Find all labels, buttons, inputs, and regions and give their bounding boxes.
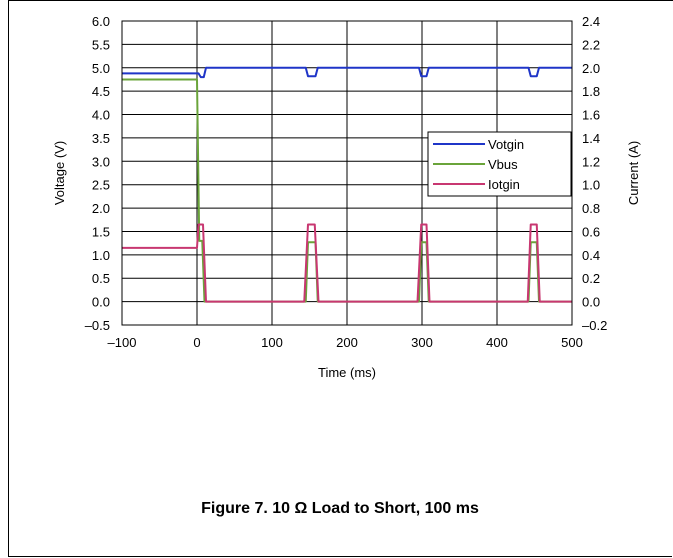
x-tick-label: 500 (561, 335, 583, 350)
figure-caption: Figure 7. 10 Ω Load to Short, 100 ms (201, 500, 479, 517)
y2-tick-label: 1.0 (582, 178, 600, 193)
y-tick-label: 4.5 (92, 84, 110, 99)
y-tick-label: 4.0 (92, 108, 110, 123)
series-line-votgin (122, 66, 572, 79)
y-tick-label: 2.0 (92, 201, 110, 216)
y2-tick-label: 0.4 (582, 248, 600, 263)
legend: Votgin Vbus Iotgin (427, 131, 572, 197)
x-axis-label: Time (ms) (318, 365, 376, 380)
x-tick-labels: –100 0 100 200 300 400 500 (108, 335, 583, 350)
y2-tick-label: 1.4 (582, 131, 600, 146)
y-tick-labels: –0.5 0.0 0.5 1.0 1.5 2.0 2.5 3.0 3.5 4.0 4.5 5.0 5.5… (85, 14, 110, 333)
y-tick-label: 2.5 (92, 178, 110, 193)
chart: –100 0 100 200 300 400 500 –0.5 0.0 0.5 1.0 1.5 2.0… (52, 14, 641, 380)
figure-frame (8, 0, 672, 557)
y-tick-label: 3.5 (92, 131, 110, 146)
plot-border (121, 20, 573, 326)
x-tick-label: –100 (108, 335, 137, 350)
figure-top-border (8, 0, 673, 1)
y2-tick-label: –0.2 (582, 318, 607, 333)
y-tick-label: 6.0 (92, 14, 110, 29)
x-tick-label: 300 (411, 335, 433, 350)
y-tick-label: 0.0 (92, 295, 110, 310)
series-line-iotgin (122, 223, 572, 303)
y2-tick-label: 0.0 (582, 295, 600, 310)
y2-tick-label: 2.2 (582, 37, 600, 52)
y-tick-label: 0.5 (92, 271, 110, 286)
y2-tick-labels: –0.2 0.0 0.2 0.4 0.6 0.8 1.0 1.2 1.4 1.6 1.8 2.0 2.2… (582, 14, 607, 333)
y2-tick-label: 1.6 (582, 108, 600, 123)
y-tick-label: 3.0 (92, 154, 110, 169)
y-axis-label: Voltage (V) (52, 141, 67, 205)
y-tick-label: 1.0 (92, 248, 110, 263)
x-tick-label: 0 (193, 335, 200, 350)
y-tick-label: 5.5 (92, 37, 110, 52)
y2-axis-label: Current (A) (626, 141, 641, 205)
y2-tick-label: 0.8 (582, 201, 600, 216)
y2-tick-label: 0.2 (582, 271, 600, 286)
legend-label-vbus: Vbus (488, 157, 518, 172)
y2-tick-label: 1.2 (582, 154, 600, 169)
y-tick-label: 5.0 (92, 61, 110, 76)
x-tick-label: 200 (336, 335, 358, 350)
x-tick-label: 400 (486, 335, 508, 350)
y2-tick-label: 2.0 (582, 61, 600, 76)
legend-label-iotgin: Iotgin (488, 177, 520, 192)
y2-tick-label: 1.8 (582, 84, 600, 99)
y2-tick-label: 2.4 (582, 14, 600, 29)
y-tick-label: –0.5 (85, 318, 110, 333)
x-tick-label: 100 (261, 335, 283, 350)
y2-tick-label: 0.6 (582, 224, 600, 239)
series-lines (122, 66, 572, 303)
y-tick-label: 1.5 (92, 224, 110, 239)
legend-label-votgin: Votgin (488, 137, 524, 152)
